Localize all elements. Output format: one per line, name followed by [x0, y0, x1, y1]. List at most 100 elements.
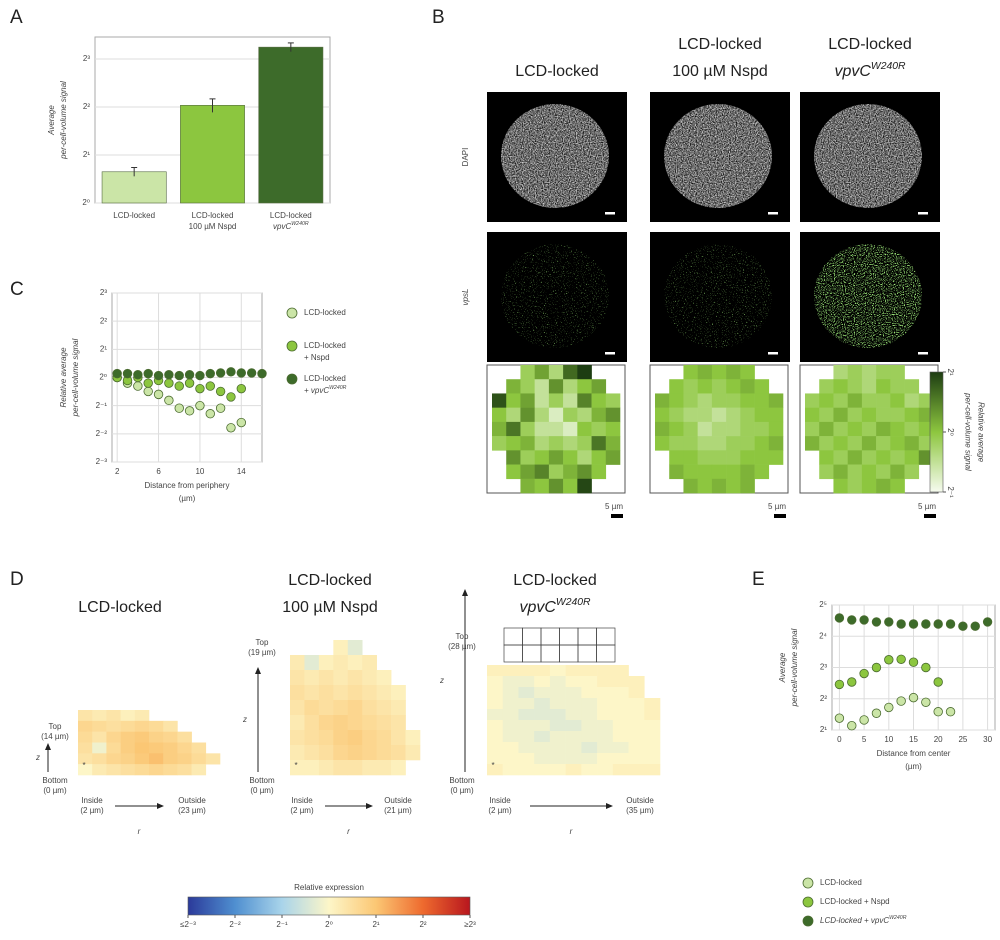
heatmap-cell: [683, 379, 698, 394]
heatmap-cell: [290, 730, 305, 746]
heatmap-cell: [549, 698, 566, 710]
heatmap-cell: [565, 764, 582, 776]
heatmap-cell: [644, 698, 661, 710]
heatmap-cell: [520, 421, 535, 437]
heatmap-cell: [605, 450, 621, 465]
heatmap-cell: [591, 393, 607, 408]
data-point: [215, 403, 226, 413]
heatmap-cell: [106, 742, 121, 754]
heatmap-cell: [534, 720, 551, 732]
heatmap-cell: [518, 709, 535, 721]
inside-label: Inside: [489, 796, 511, 805]
heatmap-cell: [534, 478, 550, 494]
scale-bar-label: 5 µm: [605, 502, 623, 511]
heatmap-cell: [612, 665, 629, 677]
y-axis-label: Relative average: [59, 347, 68, 408]
colorbar: [929, 371, 944, 493]
heatmap-cell: [697, 379, 713, 394]
heatmap-cell: [740, 393, 755, 408]
heatmap-cell: [304, 760, 320, 776]
heatmap-cell: [697, 393, 713, 408]
legend-label-sup: W240R: [889, 915, 907, 921]
heatmap-cell: [318, 670, 334, 686]
heatmap-cell: [134, 720, 150, 732]
heatmap-cell: [134, 764, 150, 776]
image-scale-bar: [918, 352, 928, 355]
heatmap-cell: [577, 407, 592, 423]
heatmap-cell: [697, 407, 713, 423]
image-scale-bar: [768, 212, 778, 215]
heatmap-cell: [549, 753, 566, 765]
data-point: [871, 708, 882, 718]
outline-box: [503, 644, 523, 663]
scale-bar-label: 5 µm: [918, 502, 936, 511]
heatmap-cell: [847, 464, 863, 480]
y-axis-label-group: Relative average per-cell-volume signal: [59, 338, 80, 417]
heatmap-cell: [92, 742, 107, 754]
heatmap-cell: [565, 753, 582, 765]
heatmap-cell: [847, 421, 863, 437]
x-tick-label: 0: [837, 735, 842, 744]
outline-box: [577, 644, 597, 663]
heatmap-cell: [347, 745, 363, 761]
heatmap-cell: [391, 745, 406, 761]
x-tick-label: 100 µM Nspd: [189, 222, 237, 231]
y-tick-label: 2⁵: [819, 600, 827, 609]
heatmap-cell: [565, 687, 582, 699]
heatmap-cell: [318, 745, 334, 761]
heatmap-cell: [391, 685, 406, 701]
heatmap-cell: [628, 709, 645, 721]
heatmap-cell: [697, 450, 713, 465]
y-tick-label: 2⁰: [82, 198, 90, 207]
heatmap-cell: [534, 421, 550, 437]
x-tick-label: LCD-locked: [113, 211, 155, 220]
heatmap-cell: [591, 464, 607, 480]
heatmap-cell: [120, 710, 136, 722]
heatmap-cell: [520, 464, 535, 480]
heatmap-cell: [106, 753, 121, 765]
z-label: z: [242, 715, 247, 724]
heatmap-cell: [347, 655, 363, 671]
heatmap-cell: [644, 709, 661, 721]
data-point: [195, 370, 205, 381]
heatmap-cell: [92, 753, 107, 765]
heatmap-cell: [628, 687, 645, 699]
heatmap-cell: [506, 421, 521, 437]
data-point: [896, 619, 906, 629]
heatmap-cell: [534, 379, 550, 394]
heatmap-cell: [318, 700, 334, 716]
panel-letter: D: [10, 569, 24, 590]
heatmap-cell: [391, 715, 406, 731]
heatmap-cell: [861, 450, 877, 465]
heatmap-cell: [833, 450, 848, 465]
origin-marker: *: [294, 761, 297, 770]
data-point: [958, 621, 968, 631]
colorbar-label-group: Relative average per-cell-volume signal: [963, 392, 985, 471]
heatmap-cell: [534, 365, 550, 380]
heatmap-cell: [726, 379, 741, 394]
heatmap-cell: [628, 731, 645, 743]
heatmap-cell: [819, 407, 834, 423]
heatmap-cell: [548, 379, 564, 394]
heatmap-cell: [534, 687, 551, 699]
data-point: [153, 370, 164, 381]
heatmap-cell: [669, 393, 684, 408]
heatmap-cell: [492, 393, 507, 408]
colorbar-label: per-cell-volume signal: [963, 392, 972, 471]
heatmap-cell: [333, 745, 349, 761]
heatmap-cell: [628, 676, 645, 688]
heatmap-cell: [577, 450, 592, 465]
heatmap-cell: [876, 365, 891, 380]
heatmap-cell: [833, 478, 848, 494]
heatmap-cell: [655, 436, 670, 451]
y-axis-label-group: Average per-cell-volume signal: [778, 628, 799, 707]
heatmap-cell: [612, 731, 629, 743]
micrograph-signal: [814, 104, 922, 208]
r-label: r: [347, 827, 350, 836]
heatmap-cell: [548, 464, 564, 480]
heatmap-cell: [563, 436, 578, 451]
heatmap-cell: [861, 421, 877, 437]
heatmap-cell: [376, 760, 392, 776]
x-tick-label: 20: [934, 735, 943, 744]
heatmap-cell: [597, 709, 614, 721]
